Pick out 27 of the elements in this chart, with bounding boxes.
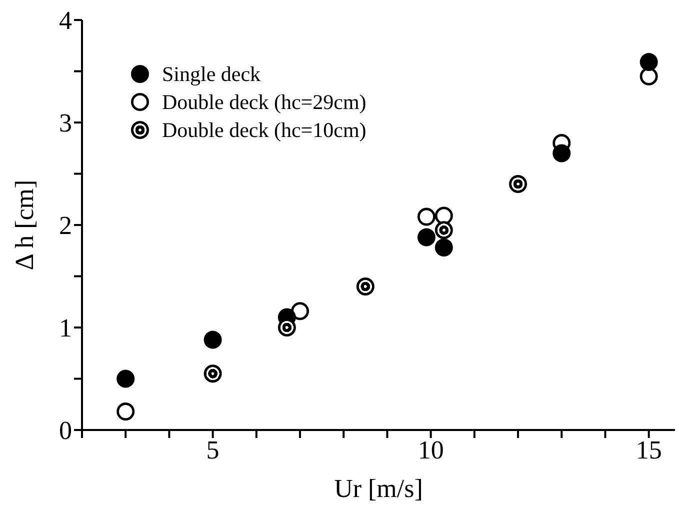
y-tick-label: 1 (59, 314, 72, 343)
point (417, 208, 436, 226)
point (434, 206, 453, 225)
point (640, 67, 658, 86)
point (116, 370, 135, 388)
point (434, 221, 453, 240)
y-axis-title: Δ h [cm] (10, 180, 40, 270)
point (509, 175, 528, 193)
y-tick-label: 3 (59, 108, 72, 138)
x-axis-title: Ur [m/s] (334, 474, 423, 503)
point (640, 53, 658, 72)
x-tick-label: 15 (636, 435, 662, 464)
x-tick-label: 5 (206, 435, 220, 464)
point (434, 238, 453, 257)
point (417, 228, 436, 246)
x-tick-label: 10 (418, 435, 444, 464)
legend-label: Double deck (hc=29cm) (162, 89, 366, 116)
point (356, 278, 374, 296)
point (116, 402, 135, 421)
y-tick-label: 4 (59, 6, 72, 36)
point (204, 364, 222, 383)
point (291, 302, 310, 320)
y-tick-label: 0 (59, 416, 72, 446)
legend-label: Double deck (hc=10cm) (162, 117, 366, 144)
point (204, 330, 222, 349)
y-tick-label: 2 (59, 211, 72, 240)
legend-label: Single deck (162, 61, 261, 88)
